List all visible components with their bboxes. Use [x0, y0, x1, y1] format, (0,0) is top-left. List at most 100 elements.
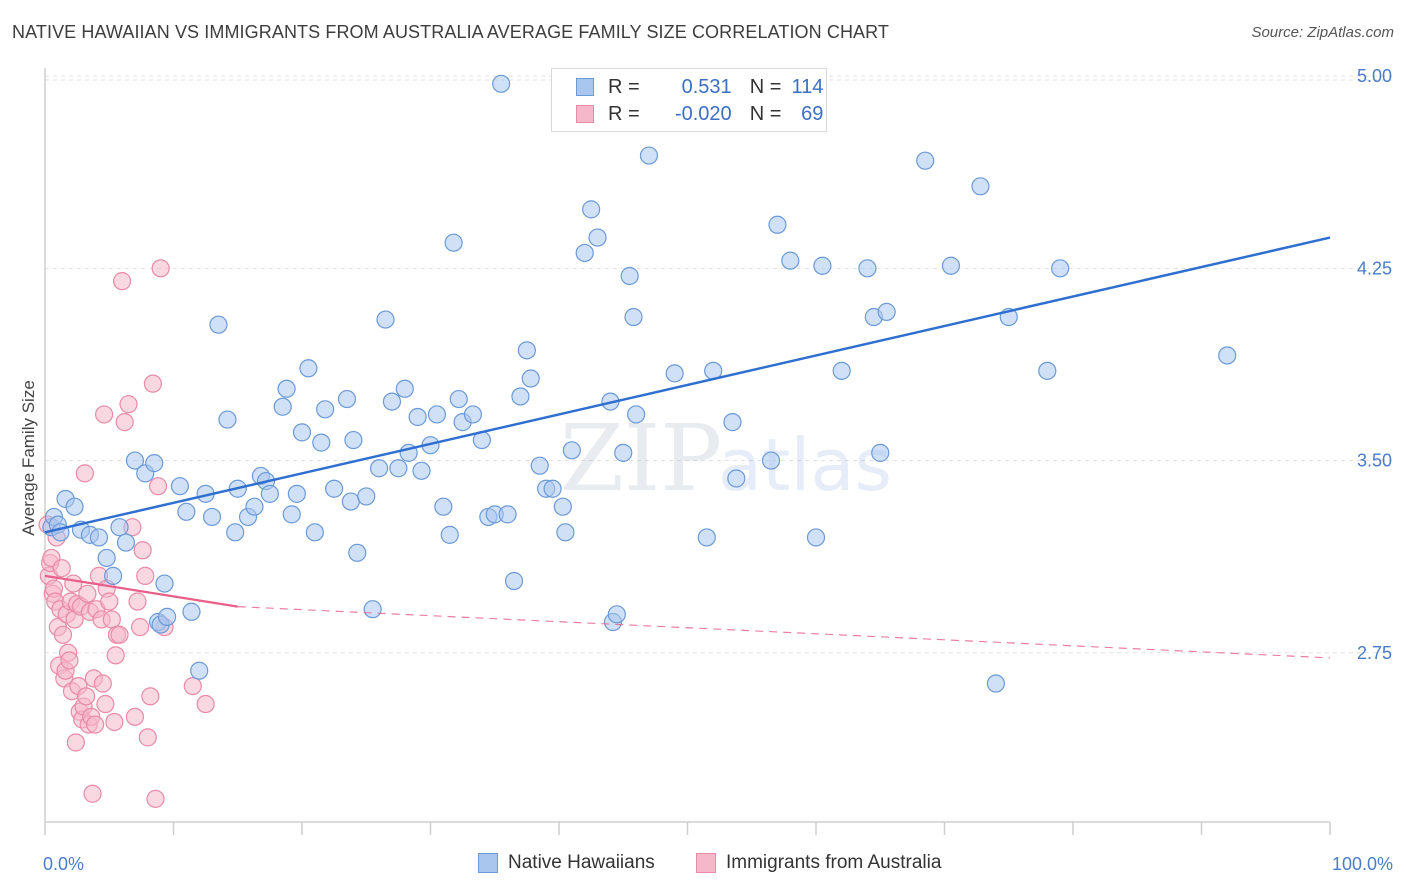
- australia-immigrant-point: [52, 559, 71, 578]
- native-hawaiian-point: [145, 454, 164, 473]
- native-hawaiian-point: [556, 523, 575, 542]
- legend-swatch-blue: [478, 853, 498, 873]
- tick-labels: 2.75 3.50 4.25 5.00 0.0% 100.0%: [43, 66, 1393, 874]
- native-hawaiian-point: [226, 523, 245, 542]
- native-hawaiian-point: [1051, 259, 1070, 278]
- native-hawaiian-point: [412, 461, 431, 480]
- native-hawaiian-point: [504, 571, 524, 591]
- native-hawaiian-point: [543, 479, 562, 498]
- native-hawaiian-point: [463, 405, 483, 424]
- native-hawaiian-point: [273, 397, 292, 416]
- native-hawaiian-point: [986, 674, 1006, 693]
- native-hawaiian-point: [498, 505, 517, 524]
- australia-immigrant-point: [66, 733, 85, 752]
- australia-immigrant-point: [141, 687, 160, 706]
- native-hawaiian-point: [348, 543, 367, 562]
- y-axis-label: Average Family Size: [19, 380, 38, 536]
- australia-immigrant-point: [60, 651, 79, 670]
- native-hawaiian-point: [341, 492, 360, 511]
- legend-n-label: N =: [749, 75, 782, 98]
- australia-immigrant-point: [128, 592, 147, 611]
- australia-immigrant-point: [115, 413, 134, 432]
- australia-immigrant-point: [96, 694, 115, 714]
- australia-immigrant-point: [196, 694, 215, 714]
- native-hawaiian-point: [440, 525, 459, 544]
- legend-r-label: R =: [608, 75, 640, 98]
- native-hawaiian-point: [277, 379, 296, 398]
- source-label: Source: ZipAtlas.com: [1251, 24, 1394, 41]
- australia-immigrant-point: [110, 625, 129, 644]
- native-hawaiian-point: [781, 251, 800, 270]
- australia-immigrant-point: [83, 784, 102, 803]
- australia-immigrant-point: [130, 618, 150, 637]
- y-tick-label: 4.25: [1357, 258, 1392, 278]
- native-hawaiian-point: [325, 479, 344, 498]
- native-hawaiian-point: [665, 364, 684, 383]
- native-hawaiian-point: [1038, 361, 1057, 380]
- native-hawaiian-point: [202, 507, 222, 527]
- native-hawaiian-point: [517, 341, 536, 360]
- australia-immigrant-point: [136, 566, 155, 585]
- native-hawaiian-point: [449, 389, 468, 409]
- native-hawaiian-point: [312, 433, 331, 452]
- native-hawaiian-point: [89, 528, 109, 547]
- native-hawaiian-point: [110, 518, 129, 537]
- legend-r-label: R =: [608, 102, 640, 125]
- native-hawaiian-point: [357, 487, 376, 506]
- native-hawaiian-point: [408, 407, 427, 427]
- native-hawaiian-point: [727, 469, 746, 488]
- y-tick-label: 5.00: [1357, 66, 1392, 86]
- trend-lines: [44, 236, 1331, 659]
- australia-immigrant-point: [151, 259, 170, 278]
- legend-item-native-hawaiians[interactable]: Native Hawaiians: [478, 852, 655, 874]
- native-hawaiian-point: [871, 443, 890, 462]
- australia-immigrant-point: [86, 715, 105, 734]
- axes: [44, 68, 1331, 835]
- watermark: ZIP atlas: [560, 405, 892, 512]
- native-hawaiian-point: [177, 502, 196, 521]
- trend-line-immigrants-from-australia: [44, 574, 238, 608]
- native-hawaiian-point: [761, 451, 781, 470]
- native-hawaiian-point: [624, 307, 643, 327]
- legend-item-label: Immigrants from Australia: [726, 852, 942, 873]
- native-hawaiian-point: [806, 528, 826, 547]
- native-hawaiian-point: [305, 523, 324, 542]
- native-hawaiian-point: [282, 505, 301, 524]
- native-hawaiian-point: [916, 151, 935, 170]
- native-hawaiian-point: [344, 430, 363, 450]
- native-hawaiian-point: [97, 548, 116, 568]
- legend-item-immigrants-from-australia[interactable]: Immigrants from Australia: [696, 852, 941, 874]
- legend-row-immigrants-from-australia: R = -0.020 N = 69: [576, 101, 823, 127]
- native-hawaiian-point: [723, 413, 742, 432]
- native-hawaiian-point: [245, 497, 264, 516]
- native-hawaiian-point: [492, 74, 511, 93]
- australia-immigrant-point: [143, 374, 163, 393]
- australia-immigrant-point: [93, 674, 112, 693]
- native-hawaiian-point: [941, 256, 961, 275]
- native-hawaiian-point: [553, 497, 572, 516]
- native-hawaiian-point: [768, 215, 787, 234]
- native-hawaiian-point: [427, 405, 447, 424]
- native-hawaiian-point: [697, 528, 716, 547]
- australia-immigrant-point: [146, 789, 165, 808]
- series-immigrants-from-australia: [38, 259, 215, 808]
- native-hawaiian-point: [190, 661, 209, 680]
- legend-r-value: -0.020: [674, 102, 732, 125]
- native-hawaiian-point: [389, 459, 408, 478]
- trend-line-extension-immigrants-from-australia: [237, 606, 1331, 659]
- native-hawaiian-point: [218, 410, 237, 429]
- native-hawaiian-point: [287, 484, 306, 503]
- native-hawaiian-point: [530, 456, 549, 475]
- native-hawaiian-point: [395, 379, 414, 398]
- native-hawaiian-point: [626, 405, 646, 424]
- australia-immigrant-point: [138, 728, 157, 747]
- native-hawaiian-point: [813, 256, 832, 275]
- native-hawaiian-point: [104, 566, 123, 585]
- native-hawaiian-point: [832, 361, 851, 380]
- australia-immigrant-point: [53, 625, 73, 644]
- australia-immigrant-point: [100, 592, 119, 611]
- trend-line-native-hawaiians: [44, 236, 1331, 534]
- native-hawaiian-point: [877, 302, 896, 321]
- australia-immigrant-point: [102, 610, 121, 629]
